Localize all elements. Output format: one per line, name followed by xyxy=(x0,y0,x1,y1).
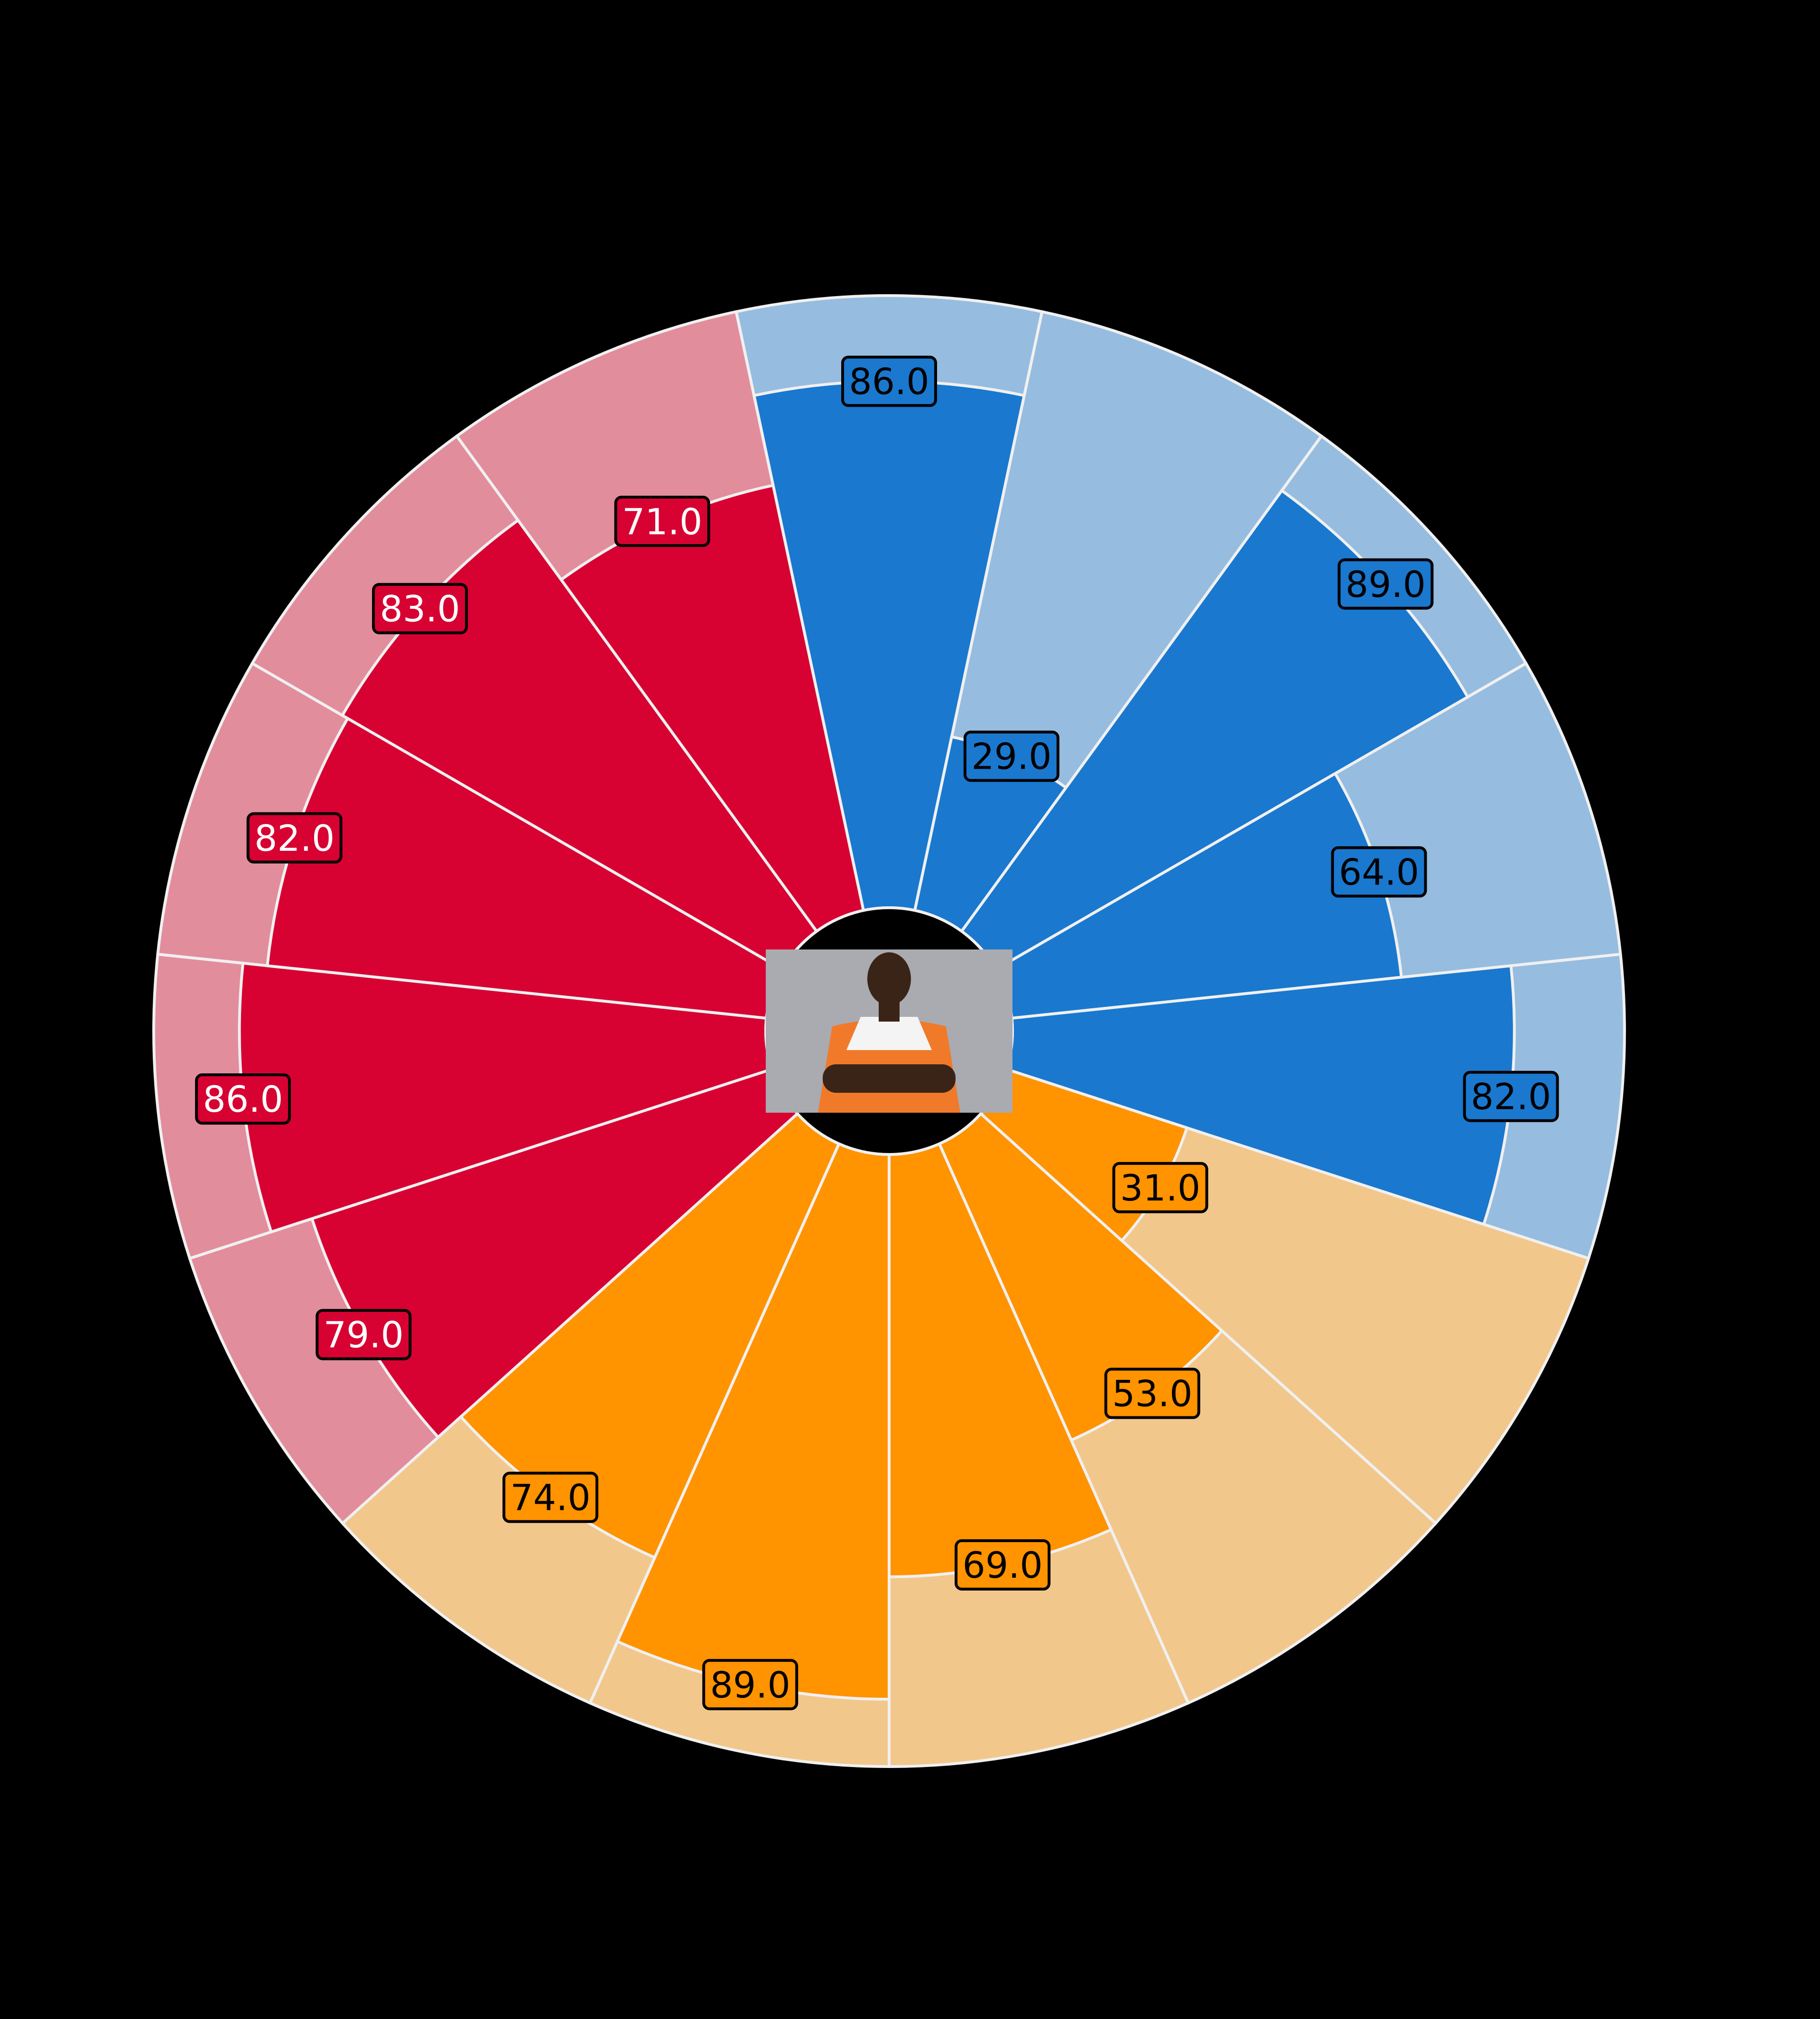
value-label-box xyxy=(841,355,937,407)
value-label-text: 31.0 xyxy=(1120,1167,1200,1209)
value-label-text: 71.0 xyxy=(622,501,702,543)
value-label-text: 29.0 xyxy=(971,735,1051,778)
value-label-box xyxy=(316,1309,412,1360)
value-label-text: 64.0 xyxy=(1339,851,1419,893)
value-label-text: 53.0 xyxy=(1112,1373,1192,1415)
value-label-red-2: 86.0 xyxy=(195,1073,291,1125)
center-hole xyxy=(764,906,1014,1156)
value-label-box xyxy=(955,1539,1051,1591)
value-label-red-4: 83.0 xyxy=(372,583,468,634)
value-label-box xyxy=(502,1471,599,1523)
value-labels: 86.0 29.0 89.0 64.0 82.0 31.0 53.0 69.0 89.0 74.0… xyxy=(195,355,1559,1711)
value-label-orange-5: 74.0 xyxy=(502,1471,599,1523)
crossed-arms xyxy=(823,1064,956,1093)
value-label-box xyxy=(246,812,343,864)
value-label-blue-2: 29.0 xyxy=(963,730,1059,782)
value-label-box xyxy=(1463,1070,1559,1122)
player-head xyxy=(867,952,911,1005)
value-label-red-3: 82.0 xyxy=(246,812,343,864)
value-label-text: 82.0 xyxy=(254,817,334,859)
value-label-text: 83.0 xyxy=(380,588,460,630)
value-label-box xyxy=(195,1073,291,1125)
value-label-text: 69.0 xyxy=(962,1544,1042,1586)
value-label-box xyxy=(1331,846,1427,898)
value-label-blue-5: 82.0 xyxy=(1463,1070,1559,1122)
value-label-orange-3: 69.0 xyxy=(955,1539,1051,1591)
value-label-orange-4: 89.0 xyxy=(702,1659,799,1711)
value-label-text: 74.0 xyxy=(510,1477,590,1519)
value-label-text: 79.0 xyxy=(324,1314,404,1356)
value-label-box xyxy=(702,1659,799,1711)
value-label-red-5: 71.0 xyxy=(614,495,710,547)
value-label-orange-2: 53.0 xyxy=(1104,1368,1200,1419)
value-label-box xyxy=(372,583,468,634)
jersey-panel xyxy=(846,1017,932,1050)
value-label-text: 82.0 xyxy=(1471,1076,1551,1118)
value-label-box xyxy=(614,495,710,547)
value-label-blue-3: 89.0 xyxy=(1337,558,1434,610)
value-label-box xyxy=(1337,558,1434,610)
value-label-text: 89.0 xyxy=(1346,563,1426,605)
value-label-box xyxy=(1104,1368,1200,1419)
value-label-box xyxy=(963,730,1059,782)
value-label-blue-1: 86.0 xyxy=(841,355,937,407)
player-photo xyxy=(766,949,1012,1113)
value-label-blue-4: 64.0 xyxy=(1331,846,1427,898)
value-label-text: 86.0 xyxy=(849,361,929,403)
value-label-box xyxy=(1112,1162,1208,1213)
value-label-text: 86.0 xyxy=(203,1078,283,1120)
value-label-text: 89.0 xyxy=(710,1664,790,1706)
value-label-orange-1: 31.0 xyxy=(1112,1162,1208,1213)
value-label-red-1: 79.0 xyxy=(316,1309,412,1360)
